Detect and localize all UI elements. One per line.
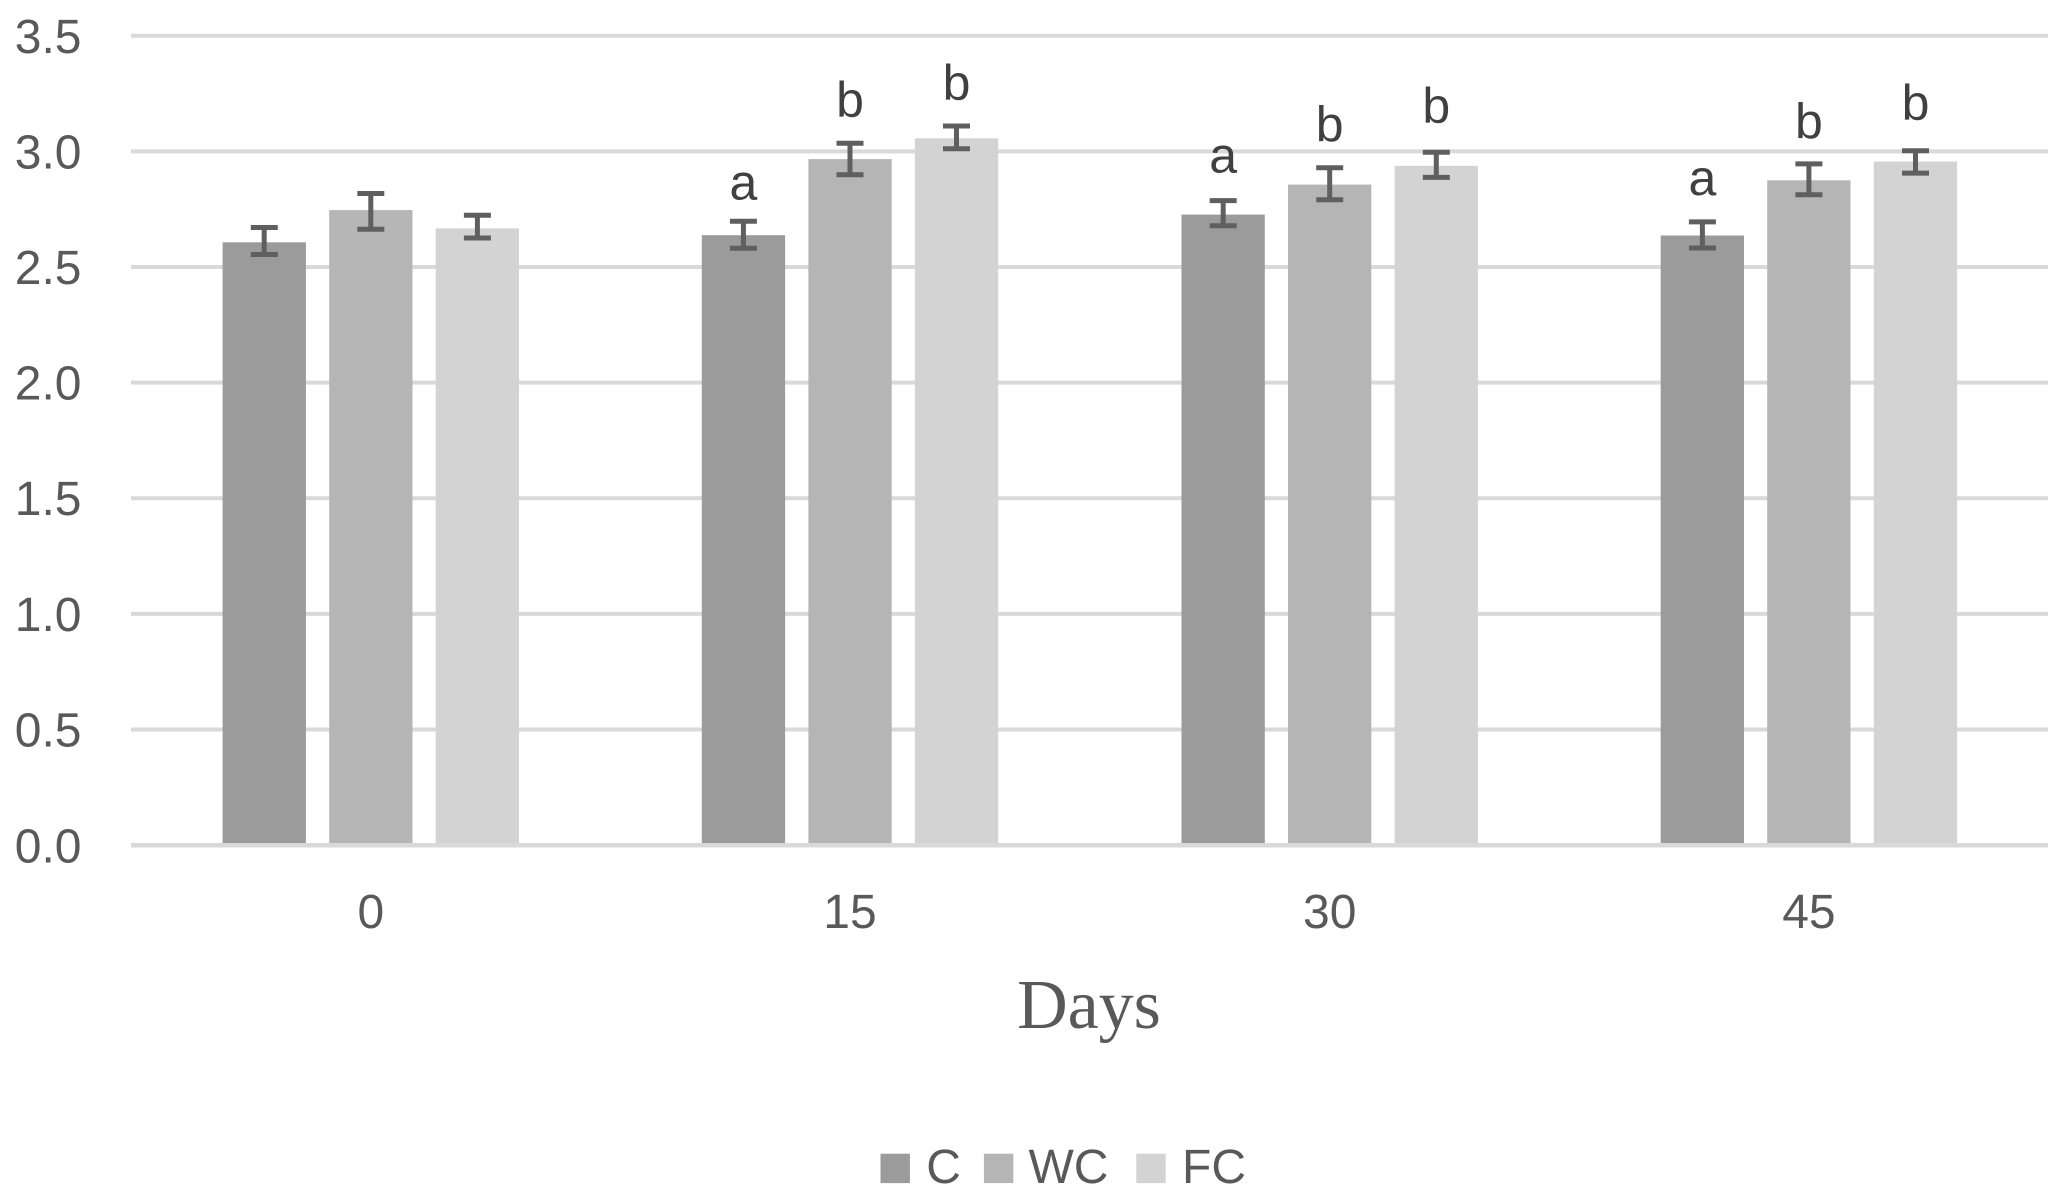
svg-text:FC: FC — [1182, 1141, 1246, 1194]
svg-text:15: 15 — [823, 886, 876, 939]
svg-text:b: b — [1795, 94, 1823, 150]
svg-text:3.0: 3.0 — [15, 126, 82, 179]
svg-text:1.5: 1.5 — [15, 473, 82, 526]
svg-text:b: b — [1422, 78, 1450, 134]
svg-text:C: C — [926, 1141, 961, 1194]
svg-text:a: a — [1209, 128, 1237, 184]
svg-text:0.5: 0.5 — [15, 705, 82, 758]
svg-text:45: 45 — [1782, 886, 1835, 939]
svg-text:1.0: 1.0 — [15, 589, 82, 642]
svg-text:3.5: 3.5 — [15, 11, 82, 64]
svg-text:2.5: 2.5 — [15, 242, 82, 295]
svg-text:2.0: 2.0 — [15, 358, 82, 411]
svg-text:0: 0 — [357, 886, 384, 939]
svg-text:b: b — [1316, 97, 1344, 153]
svg-text:a: a — [1688, 150, 1716, 206]
svg-text:30: 30 — [1303, 886, 1356, 939]
svg-text:b: b — [1902, 75, 1930, 131]
svg-text:0.0: 0.0 — [15, 820, 82, 873]
svg-text:a: a — [729, 155, 757, 211]
svg-text:WC: WC — [1029, 1141, 1109, 1194]
svg-text:b: b — [943, 55, 971, 111]
svg-text:b: b — [836, 72, 864, 128]
svg-text:Days: Days — [1017, 967, 1161, 1044]
